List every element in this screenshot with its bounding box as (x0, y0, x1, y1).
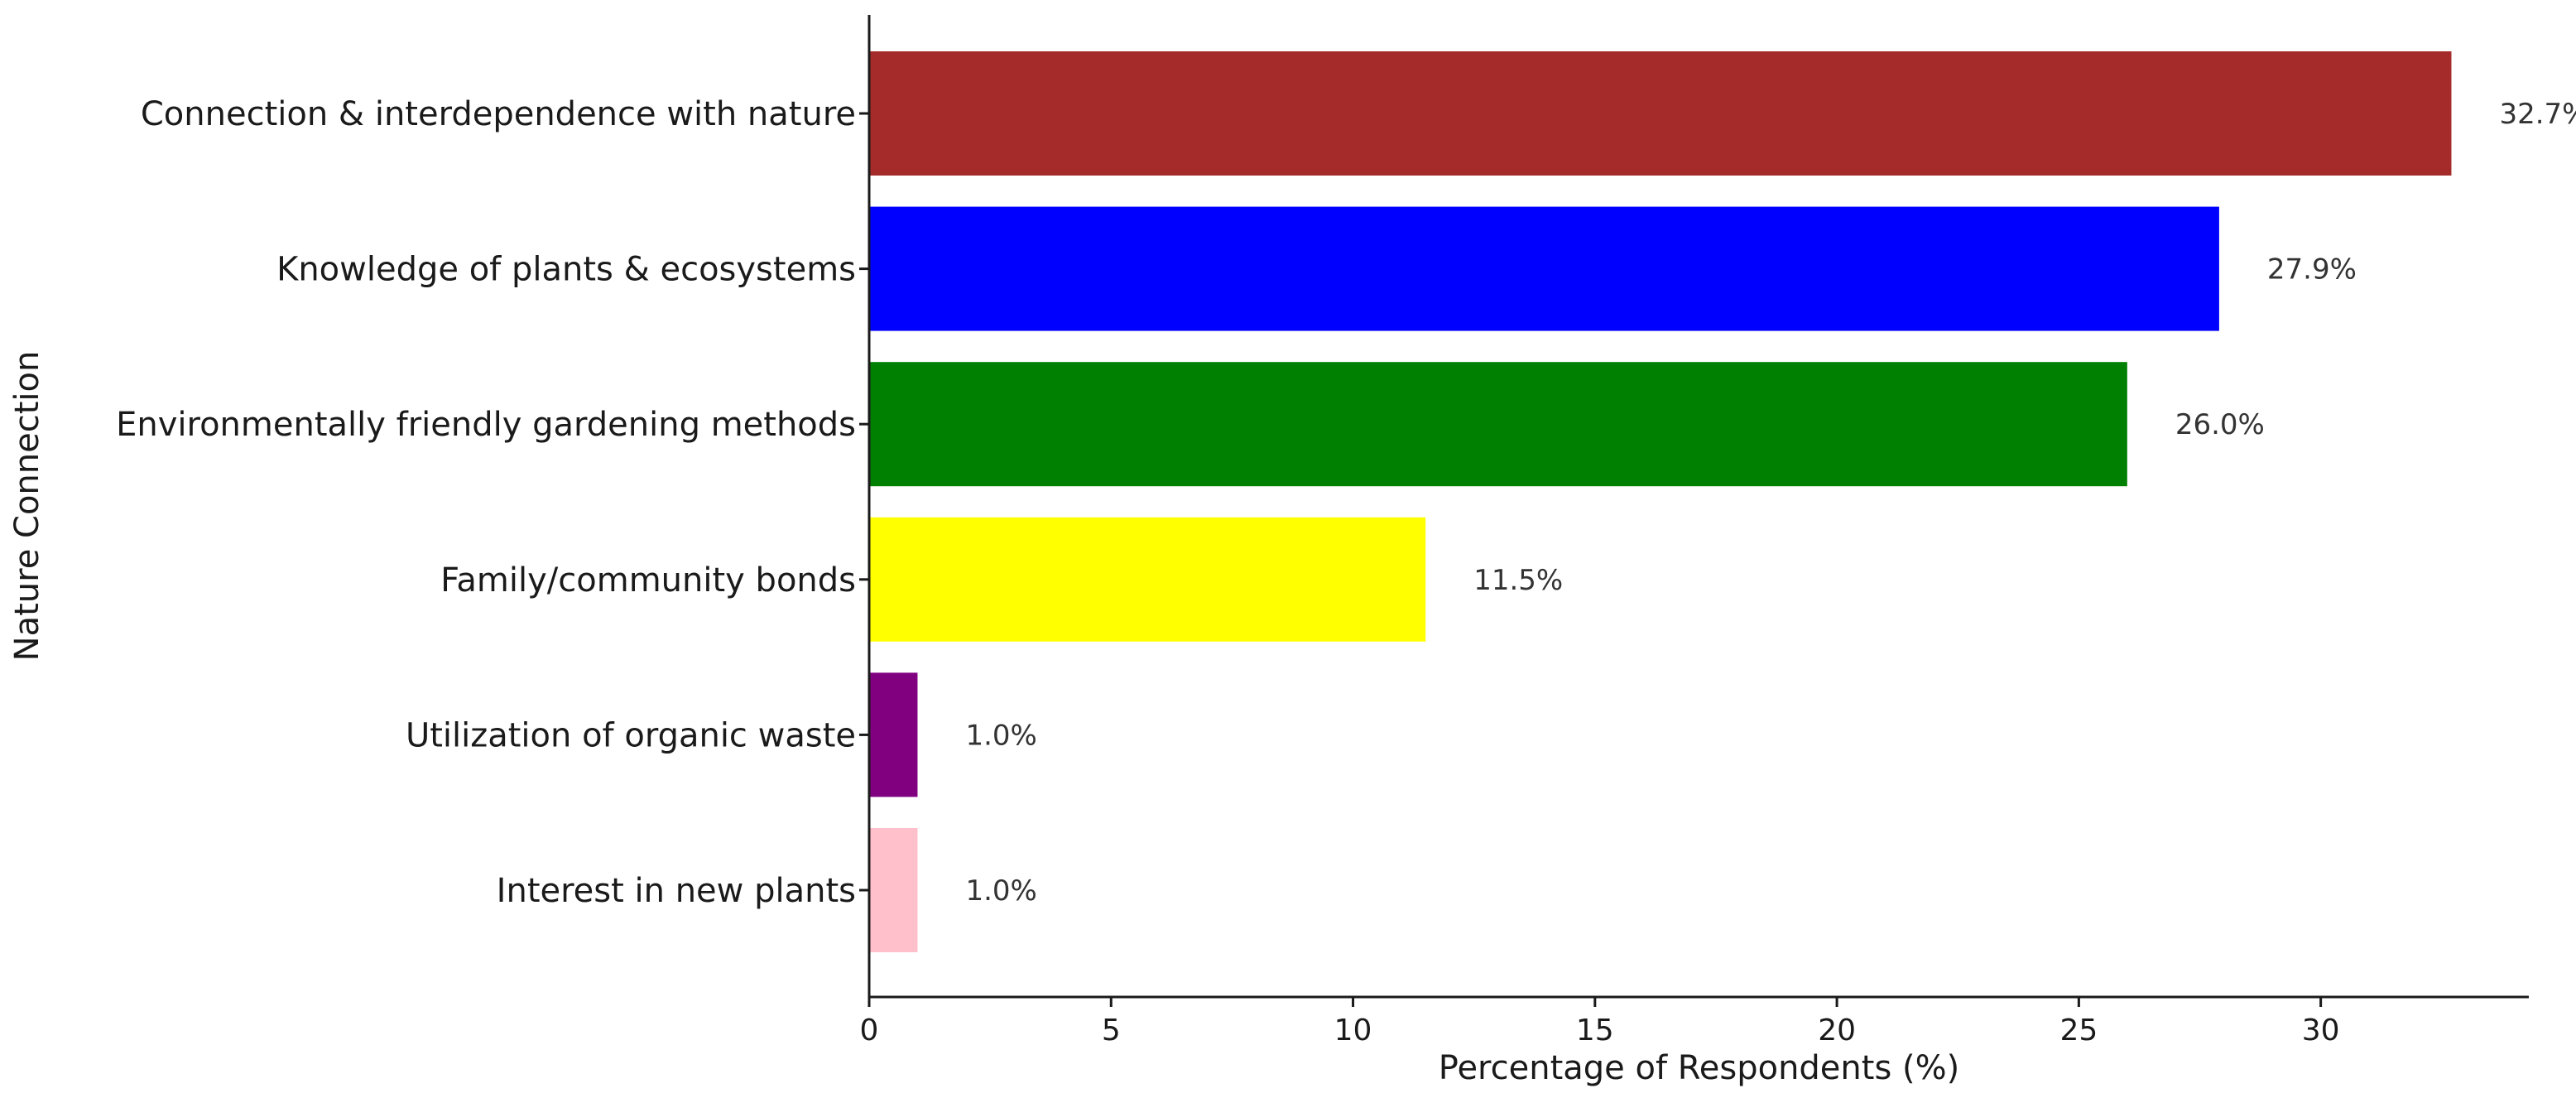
bar (869, 362, 2127, 487)
y-axis-title: Nature Connection (8, 351, 46, 662)
bar (869, 517, 1426, 642)
category-label: Family/community bonds (440, 561, 856, 600)
bars-group (869, 51, 2452, 952)
bar-value-label: 11.5% (1473, 564, 1563, 597)
category-label: Knowledge of plants & ecosystems (276, 251, 856, 289)
bar (869, 51, 2452, 176)
category-label: Environmentally friendly gardening metho… (116, 406, 856, 444)
category-label: Utilization of organic waste (406, 716, 856, 754)
bar-value-label: 27.9% (2267, 253, 2357, 287)
x-tick-label: 30 (2302, 1014, 2340, 1047)
x-tick-label: 10 (1334, 1014, 1372, 1047)
bar-value-label: 1.0% (965, 719, 1036, 752)
category-label: Interest in new plants (497, 872, 856, 910)
x-tick-label: 0 (860, 1014, 879, 1047)
x-ticks-group: 0 5 10 15 20 25 30 (860, 997, 2340, 1047)
bar-value-label: 32.7% (2499, 98, 2576, 131)
bar (869, 206, 2219, 331)
spines-group (859, 15, 2529, 999)
bar-value-label: 1.0% (965, 874, 1036, 908)
bar-value-label: 26.0% (2175, 408, 2265, 441)
x-tick-label: 20 (1818, 1014, 1856, 1047)
x-tick-label: 15 (1576, 1014, 1614, 1047)
bar (869, 828, 918, 952)
bar (869, 672, 918, 797)
x-axis-title: Percentage of Respondents (%) (1439, 1049, 1959, 1087)
category-label: Connection & interdependence with nature (141, 95, 856, 133)
x-tick-label: 5 (1102, 1014, 1121, 1047)
category-labels-group: Connection & interdependence with nature… (116, 95, 856, 910)
value-labels-group: 32.7% 27.9% 26.0% 11.5% 1.0% 1.0% (965, 98, 2576, 908)
x-tick-label: 25 (2059, 1014, 2098, 1047)
